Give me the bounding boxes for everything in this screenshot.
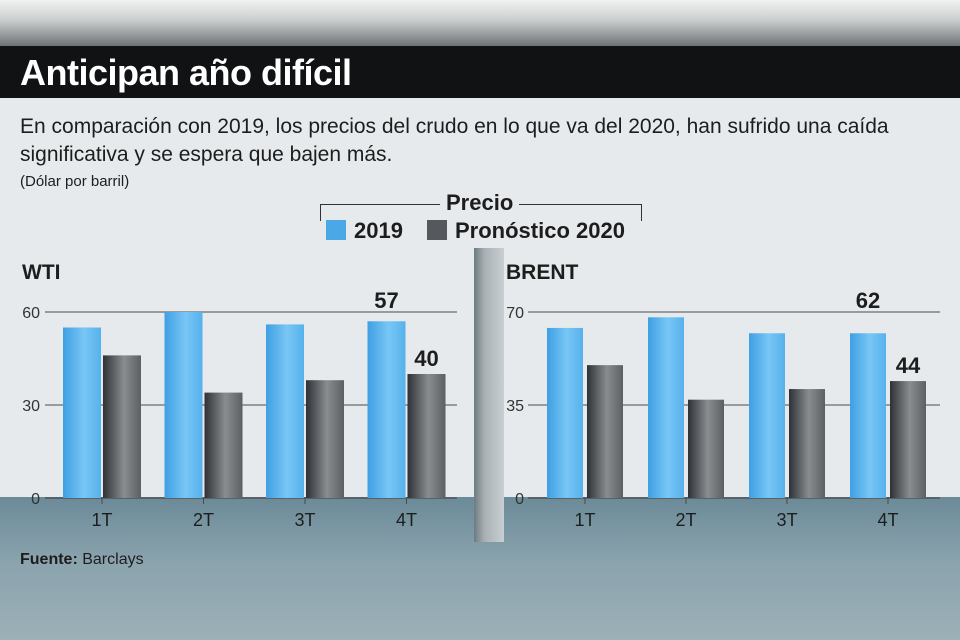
brent-ytick-label-35: 35 — [506, 398, 524, 415]
legend-label-2019: 2019 — [354, 218, 403, 243]
source-label: Fuente: — [20, 551, 78, 568]
brent-bar-forecast-2020-1t — [587, 365, 623, 498]
brent-bar-forecast-2020-2t — [688, 399, 724, 498]
wti-data-label-forecast-2020-4t: 40 — [414, 346, 438, 371]
source-note: Fuente: Barclays — [20, 551, 144, 569]
brent-bar-2019-2t — [648, 317, 684, 498]
panel-divider — [474, 248, 504, 542]
wti-bar-forecast-2020-3t — [306, 380, 344, 498]
wti-data-label-2019-4t: 57 — [374, 288, 398, 313]
legend-swatch-2019 — [326, 220, 346, 240]
wti-category-label-2t: 2T — [193, 510, 214, 530]
chart-subtitle: En comparación con 2019, los precios del… — [20, 115, 889, 166]
wti-category-label-4t: 4T — [396, 510, 417, 530]
legend-swatch-forecast-2020 — [427, 220, 447, 240]
wti-ytick-label-60: 60 — [22, 305, 40, 322]
wti-bar-2019-2t — [164, 312, 203, 498]
brent-bar-forecast-2020-4t — [890, 381, 926, 498]
wti-ytick-label-0: 0 — [31, 491, 40, 508]
brent-category-label-3t: 3T — [776, 510, 797, 530]
legend-label-forecast-2020: Pronóstico 2020 — [455, 218, 625, 243]
brent-data-label-2019-4t: 62 — [856, 288, 880, 313]
title-bar — [0, 46, 960, 98]
wti-panel-title: WTI — [22, 261, 60, 284]
wti-bar-forecast-2020-4t — [407, 374, 446, 498]
header-band — [0, 0, 960, 46]
brent-category-label-1t: 1T — [574, 510, 595, 530]
brent-bar-forecast-2020-3t — [789, 389, 825, 498]
wti-bar-2019-3t — [266, 324, 304, 498]
page-title: Anticipan año difícil — [20, 52, 352, 93]
brent-bar-2019-1t — [547, 327, 583, 498]
brent-category-label-2t: 2T — [675, 510, 696, 530]
brent-data-label-forecast-2020-4t: 44 — [896, 353, 921, 378]
wti-ytick-label-30: 30 — [22, 398, 40, 415]
unit-label: (Dólar por barril) — [20, 173, 130, 190]
wti-category-label-3t: 3T — [294, 510, 315, 530]
brent-ytick-label-0: 0 — [515, 491, 524, 508]
brent-bar-2019-4t — [850, 333, 886, 498]
wti-bar-2019-4t — [367, 321, 406, 498]
legend-title: Precio — [440, 190, 520, 216]
brent-bar-2019-3t — [749, 333, 785, 498]
brent-panel-title: BRENT — [506, 261, 579, 284]
source-value: Barclays — [82, 551, 144, 568]
wti-category-label-1t: 1T — [91, 510, 112, 530]
brent-category-label-4t: 4T — [877, 510, 898, 530]
wti-bar-2019-1t — [63, 327, 101, 498]
brent-ytick-label-70: 70 — [506, 305, 524, 322]
wti-bar-forecast-2020-1t — [103, 355, 141, 498]
wti-bar-forecast-2020-2t — [204, 392, 243, 498]
